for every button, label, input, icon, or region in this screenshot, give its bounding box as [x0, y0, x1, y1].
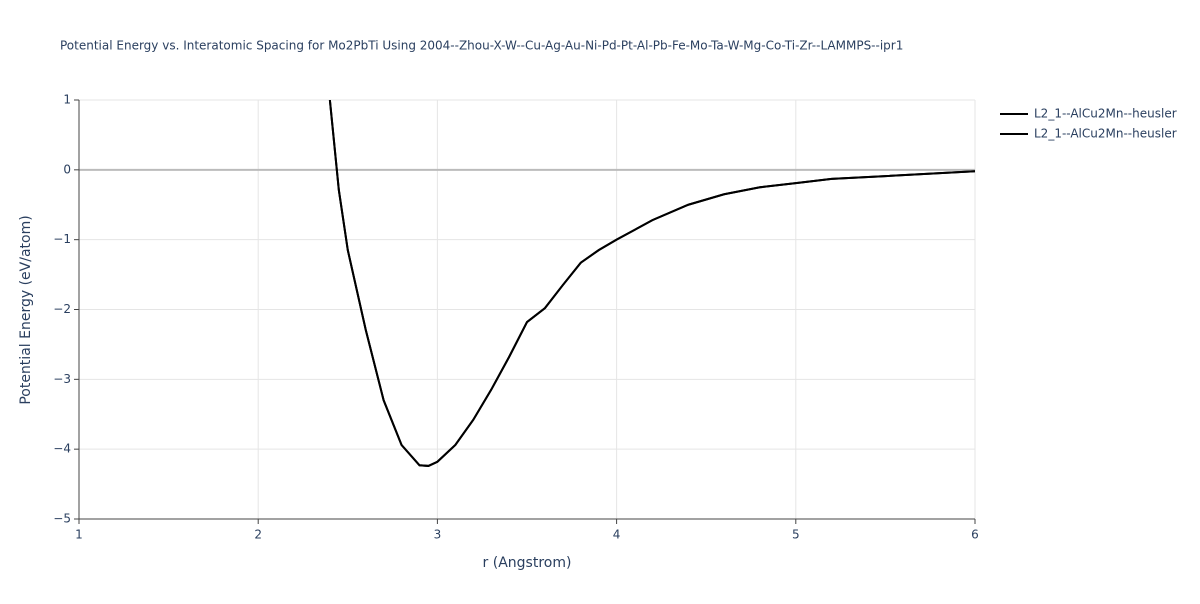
x-axis-label: r (Angstrom): [483, 555, 572, 571]
x-tick-label: 6: [971, 528, 979, 542]
chart-title: Potential Energy vs. Interatomic Spacing…: [60, 39, 903, 53]
y-tick-label: −1: [53, 232, 71, 246]
x-tick-label: 3: [434, 528, 442, 542]
data-line: [328, 100, 975, 467]
y-tick-label: −4: [53, 442, 71, 456]
y-tick-label: −2: [53, 302, 71, 316]
x-tick-label: 5: [792, 528, 800, 542]
legend-label: L2_1--AlCu2Mn--heusler: [1034, 107, 1177, 121]
y-tick-label: 0: [63, 162, 71, 176]
y-tick-label: −5: [53, 512, 71, 526]
data-line: [328, 100, 975, 467]
x-tick-label: 2: [254, 528, 262, 542]
y-tick-label: −3: [53, 372, 71, 386]
legend-label: L2_1--AlCu2Mn--heusler: [1034, 127, 1177, 141]
x-tick-label: 4: [613, 528, 621, 542]
x-tick-label: 1: [75, 528, 83, 542]
y-tick-label: 1: [63, 93, 71, 107]
y-axis-label: Potential Energy (eV/atom): [18, 215, 34, 404]
